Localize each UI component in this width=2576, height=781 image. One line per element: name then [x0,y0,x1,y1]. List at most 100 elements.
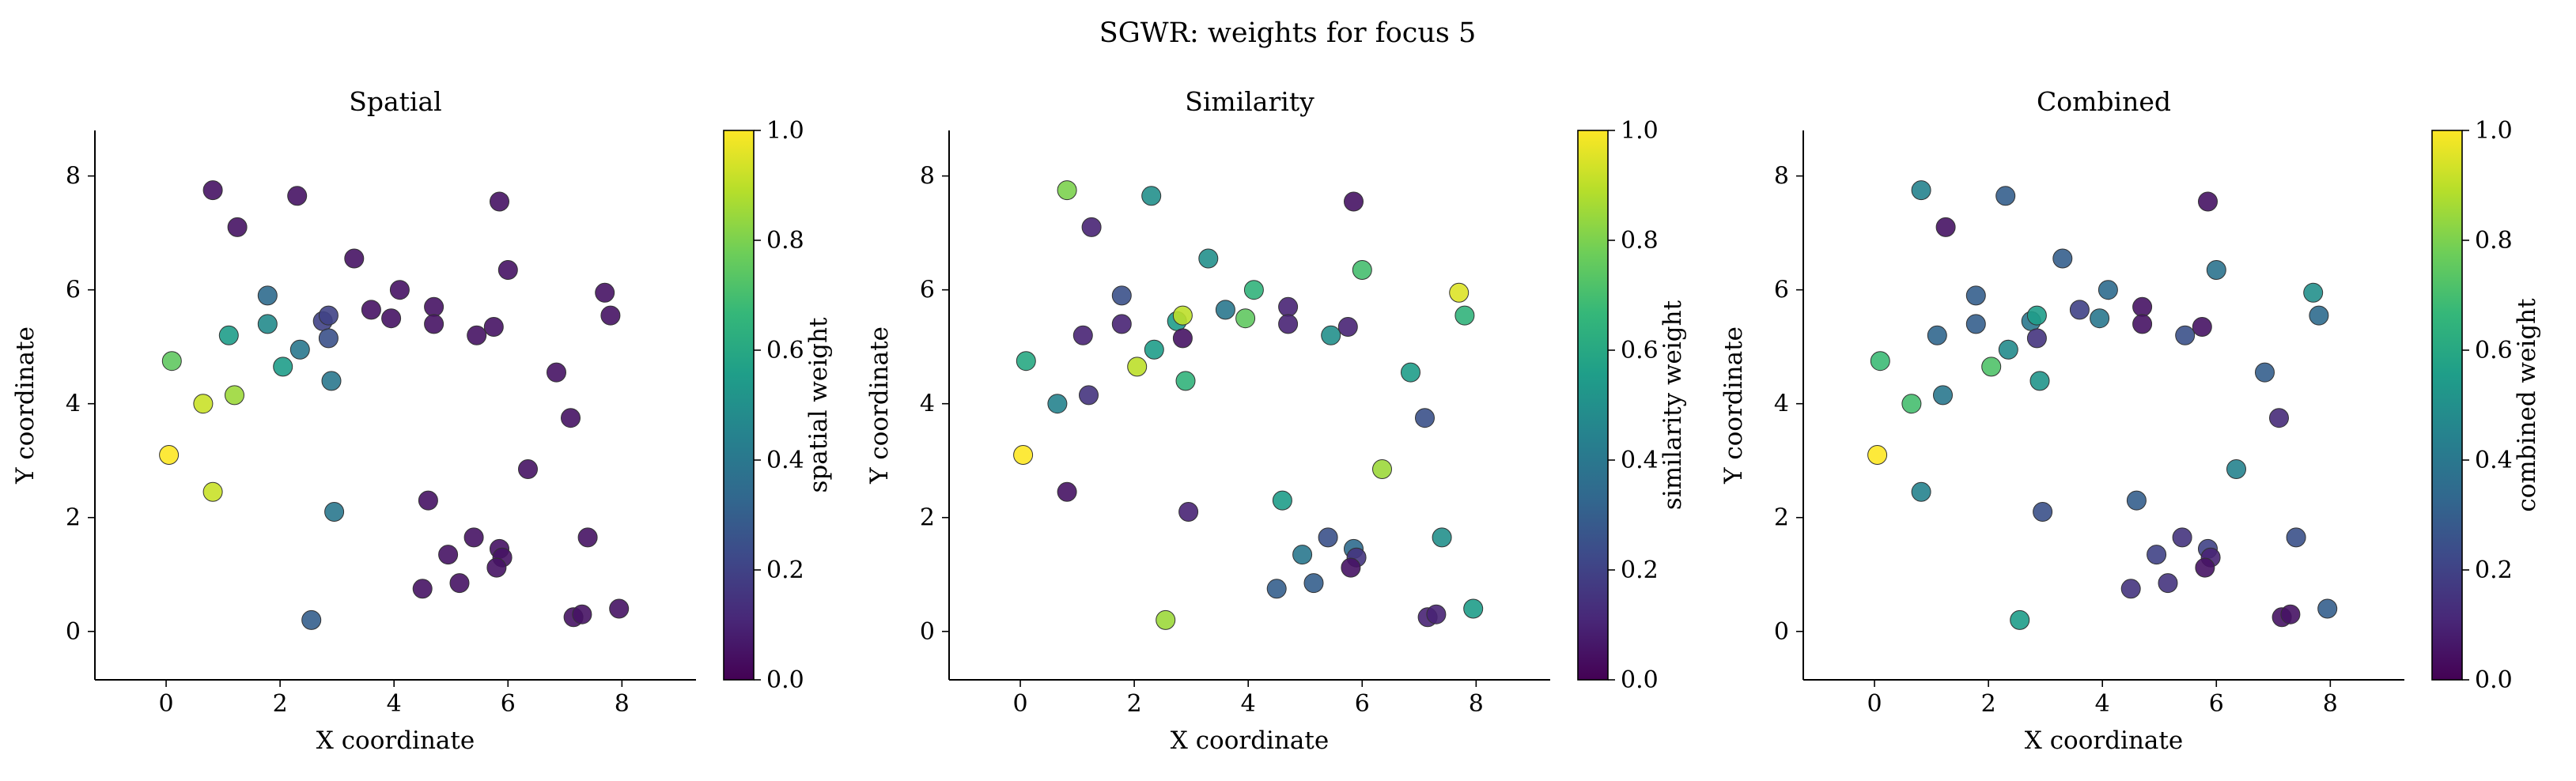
y-tick-label: 6 [920,277,935,304]
colorbar-tick-label: 0.6 [766,337,804,364]
scatter-point [1965,314,1986,334]
scatter-point [424,296,444,317]
x-tick-label: 8 [1469,690,1484,718]
y-tick-label: 0 [920,618,935,646]
x-tick-label: 6 [1355,690,1370,718]
scatter-point [389,280,410,300]
colorbar-frame [723,130,755,681]
scatter-point [438,545,459,565]
scatter-point [600,305,621,326]
scatter-point [2286,527,2306,548]
scatter-point [1463,598,1484,619]
scatter-point [1318,527,1338,548]
scatter-point [2090,308,2110,329]
scatter-point [1278,314,1299,334]
panel-title: Combined [2037,86,2171,117]
colorbar-frame [1577,130,1609,681]
y-axis-label: Y coordinate [1719,326,1748,485]
scatter-point [2010,609,2030,630]
scatter-point [1449,282,1470,303]
scatter-point [1292,545,1313,565]
scatter-point [2192,317,2212,337]
scatter-point [2026,328,2047,349]
scatter-point [518,459,538,479]
y-tick-label: 2 [920,504,935,532]
scatter-point [1415,408,1435,428]
colorbar: 0.0 0.2 0.4 0.6 0.8 1.0 spatial weight [723,117,833,694]
colorbar-tick-label: 1.0 [766,117,804,145]
scatter-point [1426,604,1447,624]
colorbar-gradient [2432,130,2462,680]
colorbar: 0.0 0.2 0.4 0.6 0.8 1.0 combined weight [2431,117,2541,694]
x-axis-label: X coordinate [316,726,475,755]
scatter-point [2280,604,2301,624]
scatter-point [1870,351,1890,372]
colorbar-tick-label: 0.4 [766,447,804,474]
scatter-point [1266,579,1287,599]
scatter-point [318,328,339,349]
panel-0: Spatial 0 2 4 6 8 0 2 4 6 8 X coordinate Y coordinat… [11,86,833,755]
y-tick-label: 8 [66,163,81,191]
x-tick-label: 6 [501,690,516,718]
scatter-point [1432,527,1452,548]
scatter-point [1057,180,1077,201]
colorbar-label: combined weight [2513,298,2541,512]
scatter-point [1901,394,1922,414]
scatter-point [412,579,433,599]
y-tick-label: 6 [66,277,81,304]
scatter-point [159,445,180,465]
colorbar-tick-label: 0.8 [2475,227,2513,255]
scatter-point [2303,282,2324,303]
x-tick-label: 8 [615,690,630,718]
colorbar: 0.0 0.2 0.4 0.6 0.8 1.0 similarity weight [1577,117,1687,694]
scatter-point [1352,260,1372,280]
colorbar-tick-label: 0.8 [1621,227,1659,255]
scatter-point [463,527,484,548]
x-tick-label: 0 [1013,690,1028,718]
y-tick-label: 4 [1774,390,1789,418]
scatter-point [1198,248,1219,269]
scatter-point [202,481,223,502]
scatter-point [1998,339,2018,360]
colorbar-tick-label: 0.0 [766,666,804,694]
scatter-point [2026,305,2047,326]
scatter-point [1965,285,1986,306]
scatter-point [2206,260,2226,280]
y-tick-label: 0 [66,618,81,646]
scatter-point [2158,573,2178,594]
panel-2: Combined 0 2 4 6 8 0 2 4 6 8 X coordinate Y coordina… [1719,86,2541,755]
scatter-point [289,339,310,360]
colorbar-tick-label: 0.6 [2475,337,2513,364]
colorbar-gradient [724,130,754,680]
scatter-point [318,305,339,326]
scatter-point [1144,339,1164,360]
scatter-point [2052,248,2073,269]
scatter-point [381,308,402,329]
x-tick-label: 4 [1241,690,1256,718]
scatter-point [321,371,342,391]
colorbar-frame [2431,130,2463,681]
scatter-point [2126,490,2147,511]
scatter-point [257,285,278,306]
panel-title: Spatial [349,86,441,117]
scatter-point [1172,305,1193,326]
scatter-point [572,604,592,624]
scatter-point [1111,314,1132,334]
colorbar-tick-label: 0.2 [1621,557,1659,584]
scatter-point [577,527,598,548]
colorbar-tick-label: 0.6 [1621,337,1659,364]
colorbar-label: similarity weight [1659,300,1687,510]
scatter-point [218,325,239,345]
scatter-point [1981,357,2002,377]
colorbar-gradient [1578,130,1608,680]
scatter-point [1235,308,1256,329]
scatter-point [561,408,581,428]
scatter-point [273,357,293,377]
colorbar-tick-label: 0.2 [766,557,804,584]
scatter-point [1127,357,1148,377]
scatter-point [193,394,214,414]
scatter-point [301,609,322,630]
scatter-point [2195,557,2215,578]
colorbar-tick-label: 0.0 [1621,666,1659,694]
